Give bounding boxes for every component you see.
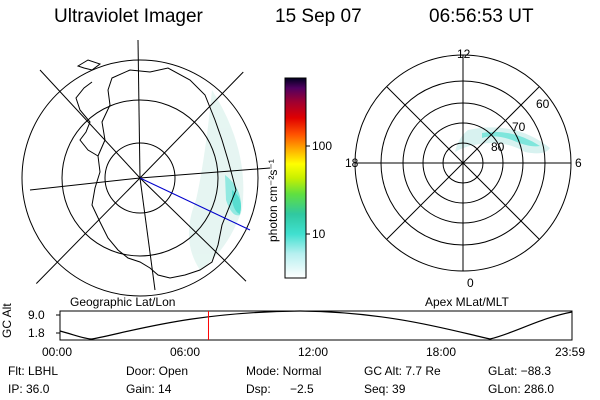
timeline-ytick-9: 9.0 xyxy=(28,308,45,322)
timeline-xtick-2359: 23:59 xyxy=(555,345,586,359)
geographic-panel xyxy=(0,30,288,326)
mlt-label-12: 12 xyxy=(457,47,471,61)
noon-meridian-line xyxy=(139,177,251,231)
timeline-ytick-1.8: 1.8 xyxy=(28,326,45,340)
seq-info: Seq: 39 xyxy=(364,382,406,396)
left-panel-caption: Geographic Lat/Lon xyxy=(70,295,176,309)
dsp-value: −2.5 xyxy=(290,382,314,396)
timeline-xtick-1200: 12:00 xyxy=(298,345,329,359)
south-america-tip xyxy=(76,59,102,71)
mode-info: Mode: Normal xyxy=(246,364,322,378)
filter-info: Flt: LBHL xyxy=(8,364,59,378)
ip-info: IP: 36.0 xyxy=(8,382,50,396)
glat-info: GLat: −88.3 xyxy=(488,364,552,378)
aurora-glow-left xyxy=(188,90,244,270)
mlt-label-0: 0 xyxy=(467,276,474,290)
gc-alt-info: GC Alt: 7.7 Re xyxy=(364,364,441,378)
aurora-oval-right xyxy=(455,127,550,154)
altitude-timeline xyxy=(56,310,573,341)
timeline-xtick-0600: 06:00 xyxy=(170,345,201,359)
dsp-label: Dsp: xyxy=(246,382,271,396)
colorbar-tick-10: 10 xyxy=(312,227,326,241)
mlat-label-80: 80 xyxy=(491,140,505,154)
mlat-label-60: 60 xyxy=(536,97,550,111)
time-label: 06:56:53 UT xyxy=(429,6,534,27)
geo-grid xyxy=(0,30,288,326)
mlt-label-6: 6 xyxy=(575,156,582,170)
timeline-xtick-1800: 18:00 xyxy=(426,345,457,359)
antarctica-outline xyxy=(91,67,237,279)
date-label: 15 Sep 07 xyxy=(275,6,362,27)
timeline-xtick-0000: 00:00 xyxy=(42,345,73,359)
mlt-label-18: 18 xyxy=(345,156,359,170)
timeline-ylabel: GC Alt xyxy=(0,303,14,338)
colorbar-unit-label: photon cm⁻²s⁻¹ xyxy=(266,159,280,242)
colorbar xyxy=(284,77,310,279)
door-info: Door: Open xyxy=(126,364,189,378)
altitude-curve xyxy=(59,310,573,340)
colorbar-tick-100: 100 xyxy=(312,139,333,153)
mlat-label-70: 70 xyxy=(512,120,526,134)
apex-panel xyxy=(354,54,572,272)
peninsula-outline xyxy=(75,81,99,157)
right-panel-caption: Apex MLat/MLT xyxy=(425,295,509,309)
instrument-title: Ultraviolet Imager xyxy=(54,6,203,27)
glon-info: GLon: 286.0 xyxy=(488,382,555,396)
gain-info: Gain: 14 xyxy=(126,382,172,396)
